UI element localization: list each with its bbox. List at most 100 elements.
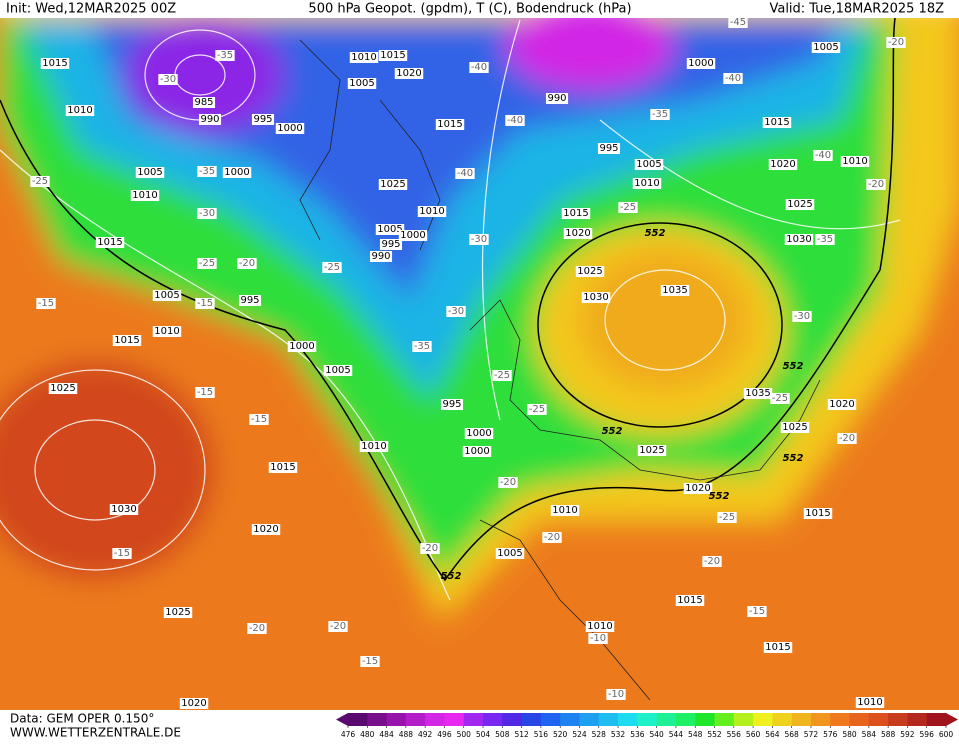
temperature-label: -10: [608, 689, 624, 700]
geopotential-label: 552: [441, 571, 462, 582]
colorbar-tick-label: 520: [553, 730, 568, 739]
colorbar-segment: [888, 713, 908, 726]
geopotential-label: 552: [602, 426, 623, 437]
colorbar-segment: [444, 713, 465, 726]
pressure-label-box: [855, 697, 885, 708]
temperature-label-box: [197, 166, 217, 177]
colorbar-segment: [733, 713, 754, 726]
pressure-label-box: [784, 234, 814, 245]
pressure-label: 1005: [497, 548, 522, 559]
pressure-label-box: [575, 266, 605, 277]
pressure-label: 995: [442, 399, 461, 410]
temperature-label-box: [717, 512, 737, 523]
geopotential-label: 552: [709, 491, 730, 502]
temperature-label-box: [702, 556, 722, 567]
pressure-label: 1010: [361, 441, 386, 452]
temperature-label-box: [469, 234, 489, 245]
pressure-label-box: [130, 190, 160, 201]
colorbar-segment: [830, 713, 851, 726]
colorbar-tick-label: 476: [341, 730, 356, 739]
pressure-label: 990: [200, 114, 219, 125]
colorbar-tick-label: 540: [649, 730, 664, 739]
colorbar-tick-label: 588: [881, 730, 896, 739]
pressure-label: 1005: [813, 42, 838, 53]
pressure-label-box: [95, 237, 125, 248]
colorbar-arrow-high: [946, 713, 958, 726]
pressure-label: 1030: [583, 292, 608, 303]
temperature-label: -25: [494, 370, 510, 381]
pressure-label: 1010: [351, 52, 376, 63]
pressure-label: 1015: [563, 208, 588, 219]
colorbar-segment: [425, 713, 445, 726]
pressure-label: 1010: [67, 105, 92, 116]
pressure-label-box: [632, 178, 662, 189]
pressure-label: 1005: [377, 224, 402, 235]
pressure-label-box: [109, 504, 139, 515]
temperature-label-box: [30, 176, 50, 187]
colorbar-tick-label: 500: [457, 730, 472, 739]
pressure-label: 1015: [97, 237, 122, 248]
temperature-label-box: [420, 543, 440, 554]
colorbar-segment: [540, 713, 561, 726]
website: WWW.WETTERZENTRALE.DE: [10, 726, 181, 740]
colorbar-segment: [521, 713, 542, 726]
temperature-label-box: [158, 74, 178, 85]
pressure-label-box: [323, 365, 353, 376]
pressure-label: 995: [599, 143, 618, 154]
colorbar-segment: [868, 713, 889, 726]
colorbar-tick-label: 548: [688, 730, 703, 739]
pressure-label-box: [152, 290, 182, 301]
pressure-label: 1020: [253, 524, 278, 535]
temperature-label-box: [747, 606, 767, 617]
colorbar-segment: [598, 713, 619, 726]
pressure-label-box: [40, 58, 70, 69]
temperature-label: -20: [839, 433, 855, 444]
init-time: Init: Wed,12MAR2025 00Z: [6, 2, 176, 17]
temperature-label: -35: [414, 341, 430, 352]
colorbar-segment: [560, 713, 580, 726]
temperature-label-box: [866, 179, 886, 190]
map-labels: 1015 1010 1005 1010 1015 1005 1010 1015 1025 1030…: [30, 17, 906, 709]
pressure-label-box: [65, 105, 95, 116]
temperature-label-box: [723, 73, 743, 84]
pressure-label-box: [440, 399, 464, 410]
temperature-label: -15: [197, 387, 213, 398]
colorbar-tick-label: 528: [592, 730, 607, 739]
temperature-label: -25: [719, 512, 735, 523]
pressure-label-box: [268, 462, 298, 473]
pressure-label-box: [275, 123, 305, 134]
pressure-label-box: [378, 179, 408, 190]
colorbar-tick-label: 508: [495, 730, 510, 739]
temperature-label-box: [322, 262, 342, 273]
colorbar-tick-label: 596: [920, 730, 935, 739]
temperature-label-box: [588, 633, 608, 644]
pressure-label: 1000: [688, 58, 713, 69]
colorbar-segment: [463, 713, 484, 726]
pressure-label-box: [780, 422, 810, 433]
temperature-label-box: [527, 404, 547, 415]
pressure-label: 1030: [111, 504, 136, 515]
pressure-label: 1005: [349, 78, 374, 89]
pressure-label: 1015: [114, 335, 139, 346]
pressure-label-box: [585, 621, 615, 632]
pressure-label: 985: [194, 97, 213, 108]
colorbar-segment: [695, 713, 716, 726]
temperature-label-box: [606, 689, 626, 700]
pressure-label-box: [369, 251, 393, 262]
colorbar-tick-label: 584: [862, 730, 877, 739]
colorbar: 476 480 484 488 492 496 500 504 508 512 516 520 524 5…: [336, 713, 958, 739]
pressure-label: 1010: [132, 190, 157, 201]
pressure-label-box: [152, 326, 182, 337]
colorbar-tick-label: 504: [476, 730, 491, 739]
temperature-label-box: [837, 433, 857, 444]
temperature-label-box: [112, 548, 132, 559]
colorbar-arrow-low: [336, 713, 348, 726]
temperature-label-box: [469, 62, 489, 73]
temperature-label-box: [412, 341, 432, 352]
temperature-label-box: [328, 621, 348, 632]
pressure-label-box: [375, 224, 405, 235]
colorbar-tick-label: 600: [939, 730, 954, 739]
pressure-label-box: [563, 228, 593, 239]
